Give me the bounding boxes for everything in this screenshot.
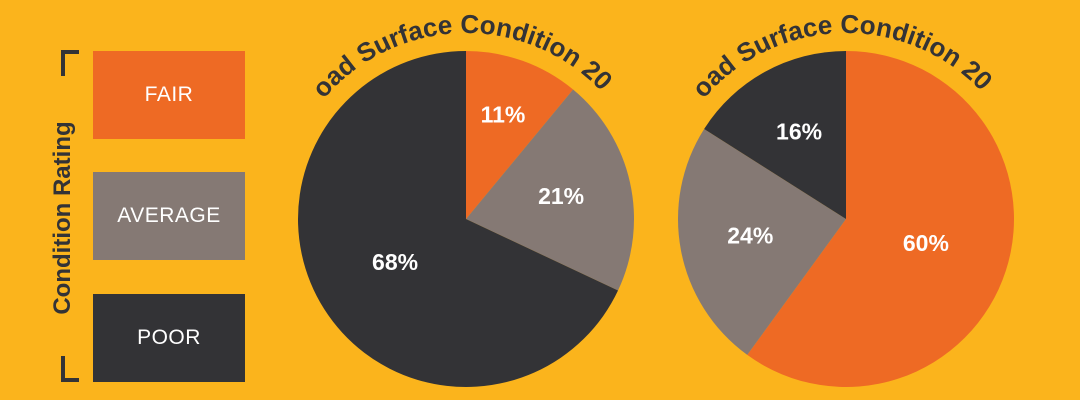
pie1-label-fair: 11% (481, 101, 526, 127)
pie2-slice-fair (747, 51, 1014, 387)
pie1-label-average: 21% (538, 183, 584, 209)
legend-swatch-fair: FAIR (93, 51, 245, 139)
pie1-slice-fair (466, 51, 574, 219)
pie2-label-fair: 60% (903, 230, 949, 256)
pie1-label-poor: 68% (372, 249, 418, 275)
pie2-label-average: 24% (727, 222, 773, 248)
pie1-slice-average (466, 89, 634, 291)
legend-bracket-top (61, 50, 79, 76)
legend-label-poor: POOR (137, 326, 201, 349)
legend-swatch-poor: POOR (93, 294, 245, 382)
pie2-slice-poor (704, 51, 846, 219)
pie2-slice-average (678, 128, 846, 355)
legend-bracket-bottom (61, 356, 79, 382)
legend-swatch-average: AVERAGE (93, 172, 245, 260)
pie1-slice-poor (297, 51, 619, 387)
pie2-label-poor: 16% (776, 119, 822, 145)
legend-label-fair: FAIR (144, 83, 194, 106)
legend-label-average: AVERAGE (117, 204, 221, 227)
